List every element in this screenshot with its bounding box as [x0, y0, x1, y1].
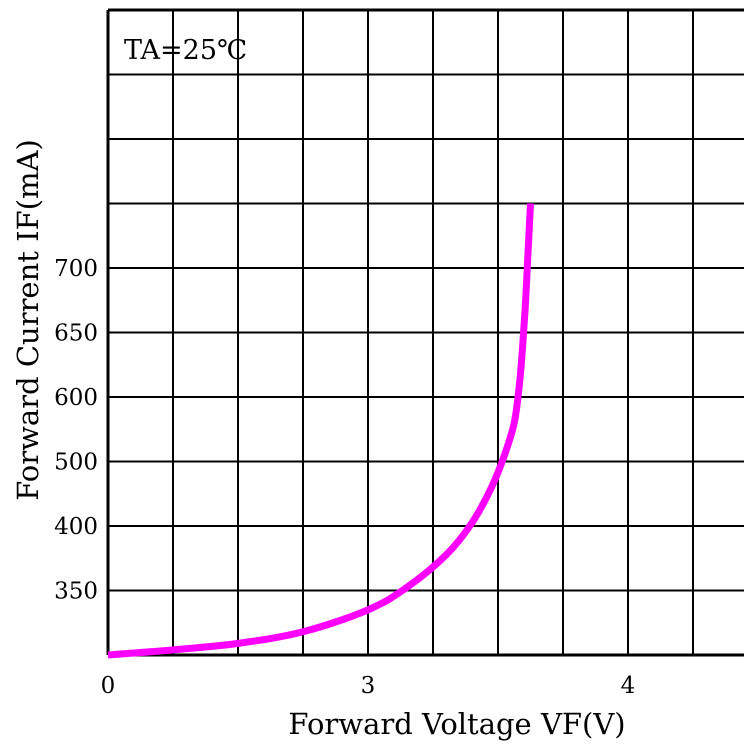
x-tick-label: 3 — [361, 673, 376, 699]
y-tick-label: 700 — [54, 256, 98, 282]
y-axis-ticks: 350 400 500 600 650 700 — [54, 256, 98, 605]
x-tick-label: 4 — [621, 673, 636, 699]
if-vf-curve — [107, 203, 534, 659]
condition-annotation: TA=25℃ — [124, 35, 247, 66]
y-tick-label: 400 — [54, 514, 98, 540]
y-tick-label: 600 — [54, 385, 98, 411]
y-tick-label: 350 — [54, 579, 98, 605]
x-axis-title: Forward Voltage VF(V) — [288, 707, 625, 741]
x-tick-label: 0 — [101, 673, 116, 699]
data-series — [107, 203, 534, 659]
y-tick-label: 500 — [54, 450, 98, 476]
x-axis-ticks: 0 3 4 — [101, 673, 636, 699]
grid — [106, 8, 744, 657]
y-tick-label: 650 — [54, 321, 98, 347]
y-axis-title: Forward Current IF(mA) — [11, 139, 45, 501]
